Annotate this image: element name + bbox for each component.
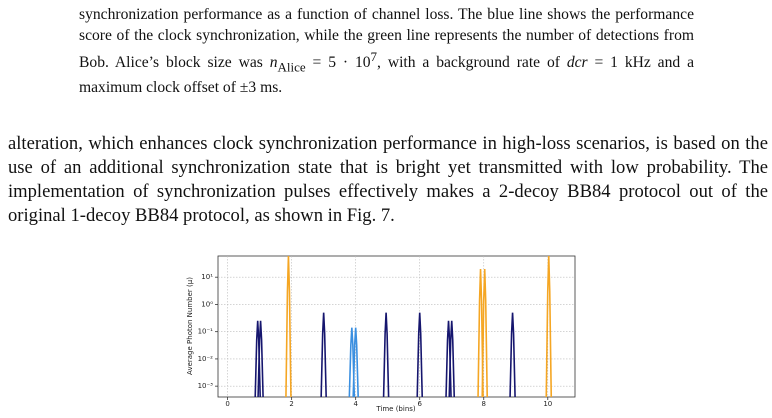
- x-tick-label: 8: [482, 400, 486, 408]
- y-tick-label: 10⁻³: [198, 382, 214, 390]
- math: n: [269, 54, 278, 72]
- y-tick-label: 10¹: [201, 273, 213, 281]
- x-tick-label: 4: [353, 400, 358, 408]
- pulse: [257, 320, 264, 397]
- plot-area: [218, 256, 575, 397]
- caption-text: synchronization performance as a functio…: [79, 6, 694, 72]
- math: = 5 · 10: [305, 54, 371, 72]
- pulse: [509, 312, 516, 397]
- pulse: [545, 256, 553, 397]
- paragraph: alteration, which enhances clock synchro…: [8, 133, 768, 226]
- y-tick-label: 10⁰: [201, 300, 213, 308]
- y-tick-label: 10⁻²: [198, 355, 214, 363]
- plot-frame: [217, 255, 576, 398]
- y-tick-label: 10⁻¹: [198, 328, 214, 336]
- math: dcr: [566, 54, 588, 72]
- x-tick-label: 0: [225, 400, 229, 408]
- pulse: [320, 312, 327, 397]
- pulse: [348, 327, 356, 397]
- math: Alice: [277, 59, 306, 75]
- pulse: [416, 312, 424, 397]
- y-axis-label: Average Photon Number (μ): [186, 277, 194, 375]
- pulse: [448, 320, 456, 397]
- pulse: [285, 256, 292, 397]
- x-tick-label: 6: [417, 400, 422, 408]
- figure-caption: synchronization performance as a functio…: [79, 4, 694, 98]
- pulse: [352, 327, 359, 397]
- x-axis-label: Time (bins): [375, 405, 416, 413]
- pulse: [477, 268, 484, 397]
- math: 7: [370, 49, 378, 64]
- x-tick-label: 2: [289, 400, 293, 408]
- x-tick-label: 10: [543, 400, 552, 408]
- caption-text: , with a background rate of: [377, 54, 567, 72]
- caption-text: = 1 kHz and a maximum clock offset of ±3…: [79, 54, 694, 97]
- pulse: [382, 312, 390, 397]
- pulse: [481, 268, 489, 397]
- chart: Average Photon Number (μ) Time (bins) 10…: [186, 255, 576, 413]
